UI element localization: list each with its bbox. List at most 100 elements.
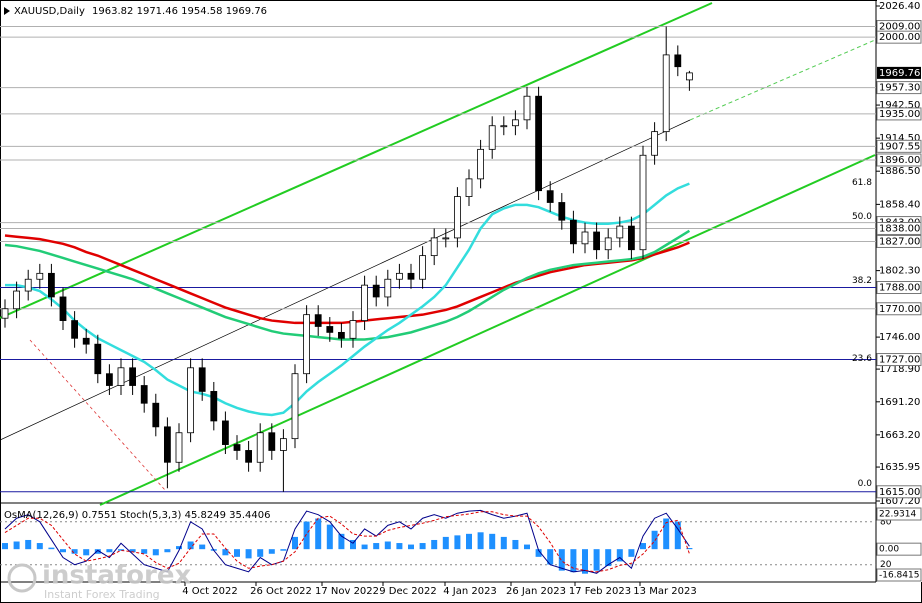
y-tick-label: 1886.50 xyxy=(879,166,920,177)
candle-body xyxy=(651,131,658,156)
level-label: 1788.00 xyxy=(879,283,920,294)
osma-bar xyxy=(245,549,252,559)
level-box xyxy=(876,81,922,95)
candle-body xyxy=(326,326,334,333)
low-value: 1954.58 xyxy=(181,6,222,17)
osma-tick-box xyxy=(876,542,922,556)
candle-body xyxy=(268,432,276,451)
y-tick-label: 1914.50 xyxy=(879,133,920,144)
y-tick-label: 1691.20 xyxy=(879,397,920,408)
osma-bar xyxy=(674,521,681,550)
candle-body xyxy=(546,190,554,203)
level-box xyxy=(876,30,922,44)
candle-body xyxy=(198,367,206,392)
osma-bar xyxy=(640,543,646,550)
candle-body xyxy=(221,420,229,445)
osma-bar xyxy=(466,533,472,550)
osma-bar xyxy=(628,549,635,557)
candle-body xyxy=(662,54,670,133)
candle-body xyxy=(477,148,485,180)
osma-bar xyxy=(686,548,693,550)
candle-body xyxy=(593,231,600,251)
candle-body xyxy=(140,385,148,404)
candle-body xyxy=(628,225,635,251)
candle-body xyxy=(245,450,253,463)
osma-bar xyxy=(651,530,658,550)
y-tick-label: 1802.30 xyxy=(879,266,920,277)
y-tick-label: 1718.90 xyxy=(879,364,920,375)
osma-bar xyxy=(408,544,414,550)
osma-tick-box xyxy=(876,568,922,582)
osma-bar xyxy=(454,535,461,550)
osma-bar xyxy=(25,539,32,550)
osma-bar xyxy=(442,536,449,550)
osma-bar xyxy=(384,541,391,550)
osma-bar xyxy=(48,547,55,550)
candle-body xyxy=(233,444,241,451)
osma-bar xyxy=(582,549,588,574)
candle-body xyxy=(36,272,44,280)
osma-bar xyxy=(292,536,298,550)
candle-body xyxy=(535,95,542,192)
osma-bar xyxy=(118,549,124,551)
level-box xyxy=(876,139,922,153)
level-label: 1935.00 xyxy=(879,109,920,120)
level-box xyxy=(876,353,922,367)
watermark: instaforex Instant Forex Trading xyxy=(7,561,192,601)
level-label: 1838.00 xyxy=(879,223,920,234)
candle-body xyxy=(558,202,566,221)
candle-body xyxy=(59,296,67,321)
candle-body xyxy=(106,373,113,386)
osma-tick-box xyxy=(876,507,922,521)
osma-tick-label: 0.00 xyxy=(879,545,899,555)
candle-body xyxy=(337,331,345,339)
candle-body xyxy=(152,402,160,428)
osma-bar xyxy=(535,549,542,557)
chart-header: XAUUSD,Daily 1963.82 1971.46 1954.58 196… xyxy=(14,6,267,17)
candle-body xyxy=(210,391,218,422)
fib-label: 0.0 xyxy=(858,479,873,489)
candle-body xyxy=(82,337,90,345)
watermark-tagline: Instant Forex Trading xyxy=(44,588,160,601)
osma-bar xyxy=(36,543,43,550)
stoch-k-line xyxy=(4,509,690,574)
osma-bar xyxy=(222,549,229,556)
osma-bar xyxy=(350,539,356,550)
x-tick-label: 17 Nov 2022 xyxy=(315,586,379,597)
candle-body xyxy=(488,125,496,150)
candle-body xyxy=(279,438,287,451)
fib-base-line xyxy=(29,339,166,491)
level-label: 2000.00 xyxy=(879,32,920,43)
candle-body xyxy=(94,343,102,375)
candle-body xyxy=(372,284,380,298)
y-tick-label: 1607.20 xyxy=(879,496,920,507)
level-label: 1896.00 xyxy=(879,155,920,166)
osma-bar xyxy=(303,521,310,550)
osma-bar xyxy=(152,549,159,556)
candle-body xyxy=(407,272,415,280)
candle-body xyxy=(581,231,589,245)
y-tick-label: 2026.40 xyxy=(879,1,920,12)
osma-bar xyxy=(280,549,287,551)
candle-body xyxy=(24,278,32,292)
osma-bar xyxy=(164,549,171,553)
candle-body xyxy=(453,196,461,239)
x-tick-label: 9 Dec 2022 xyxy=(379,586,437,597)
level-label: 1727.00 xyxy=(879,355,920,366)
osma-bar xyxy=(141,549,148,554)
candle-body xyxy=(256,432,264,463)
stoch-d-line xyxy=(4,511,690,573)
candle-body xyxy=(570,219,577,245)
moving-average xyxy=(4,229,691,341)
candle-body xyxy=(303,314,311,375)
candle-body xyxy=(395,272,403,280)
level-label: 1827.00 xyxy=(879,236,920,247)
osma-bar xyxy=(605,549,612,567)
candle-body xyxy=(291,373,299,440)
y-tick-label: 1663.20 xyxy=(879,430,920,441)
watermark-logo xyxy=(7,563,37,593)
candle-body xyxy=(175,432,183,463)
candle-body xyxy=(604,237,612,251)
osma-bar xyxy=(489,533,496,550)
